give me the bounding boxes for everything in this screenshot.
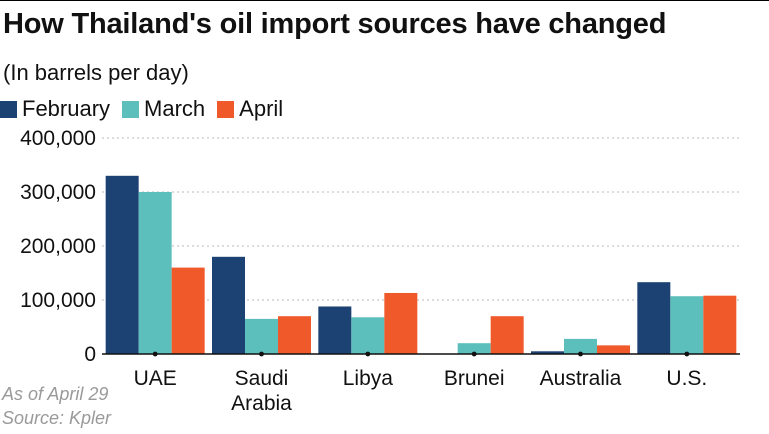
- bar-april: [171, 267, 205, 354]
- top-rule: [0, 0, 769, 1]
- bar-march: [564, 338, 597, 354]
- bar-april: [490, 316, 524, 354]
- as-of-note: As of April 29: [2, 384, 109, 404]
- x-tick-dot: [578, 351, 583, 357]
- x-tick-dot: [152, 351, 158, 357]
- legend-item-february: February: [0, 96, 110, 122]
- bar-february: [637, 282, 671, 354]
- legend-swatch: [217, 100, 235, 118]
- x-tick-label: UAE: [134, 367, 177, 390]
- bar-february: [531, 351, 564, 354]
- legend-swatch: [0, 100, 17, 118]
- y-tick-label: 200,000: [20, 235, 96, 258]
- x-tick-label: Australia: [540, 367, 622, 390]
- bar-april: [278, 316, 311, 354]
- bar-february: [105, 175, 139, 354]
- x-tick-dot: [684, 351, 690, 357]
- bar-april: [703, 295, 737, 354]
- legend: February March April: [0, 96, 295, 122]
- bar-february: [318, 306, 352, 354]
- legend-item-april: April: [217, 96, 283, 122]
- legend-label: April: [239, 96, 284, 121]
- x-tick-label: Brunei: [444, 367, 505, 390]
- chart-title: How Thailand's oil import sources have c…: [3, 8, 667, 40]
- y-tick-label: 100,000: [20, 289, 96, 312]
- source-note: Source: Kpler: [2, 408, 112, 428]
- x-tick-dot: [365, 351, 371, 357]
- bar-march: [138, 192, 172, 354]
- chart-subtitle: (In barrels per day): [3, 60, 189, 85]
- y-tick-label: 300,000: [20, 181, 96, 204]
- legend-swatch: [122, 100, 140, 118]
- x-tick-label: Saudi Arabia: [231, 367, 292, 415]
- legend-item-march: March: [122, 96, 205, 122]
- x-tick-label: U.S.: [666, 367, 707, 390]
- bar-march: [351, 317, 385, 354]
- bar-march: [670, 296, 704, 354]
- x-tick-dot: [259, 351, 264, 357]
- bar-march: [245, 318, 278, 354]
- legend-label: March: [144, 96, 206, 121]
- y-tick-label: 400,000: [20, 127, 96, 150]
- x-tick-dot: [471, 351, 477, 357]
- bar-april: [384, 292, 418, 354]
- bar-march: [457, 343, 491, 354]
- bar-february: [212, 256, 245, 354]
- y-tick-label: 0: [84, 343, 96, 366]
- bar-april: [597, 345, 630, 354]
- x-tick-label: Libya: [343, 367, 394, 390]
- legend-label: February: [22, 96, 111, 121]
